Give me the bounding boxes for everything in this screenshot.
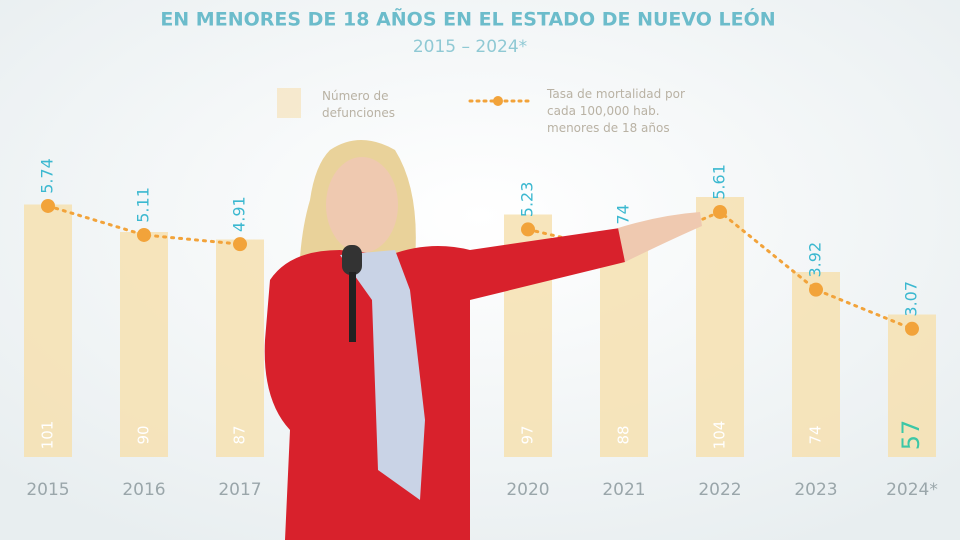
rate-point — [521, 222, 535, 237]
bar-value-label: 101 — [39, 421, 57, 450]
rate-point — [233, 237, 247, 252]
x-tick-label: 2020 — [506, 480, 549, 500]
bar-value-label: 88 — [615, 425, 633, 444]
rate-value-label: 4.91 — [230, 196, 249, 232]
bar — [888, 314, 936, 457]
legend-label: Tasa de mortalidad por cada 100,000 hab.… — [547, 87, 685, 135]
rate-point — [905, 321, 919, 336]
x-tick-label: 2016 — [122, 480, 165, 500]
legend-swatch — [493, 96, 503, 106]
x-tick-label: 2021 — [602, 480, 645, 500]
legend-label: Número de defunciones — [322, 89, 395, 120]
rate-point — [809, 282, 823, 297]
rate-point — [137, 227, 151, 242]
bar — [792, 272, 840, 457]
bar — [120, 232, 168, 457]
rate-value-label: 5.74 — [38, 158, 57, 194]
bar-value-label: 104 — [711, 421, 729, 450]
bar-value-label: 97 — [519, 425, 537, 444]
presenter — [264, 140, 702, 540]
rate-point — [713, 204, 727, 219]
bar — [696, 197, 744, 457]
x-tick-label: 2023 — [794, 480, 837, 500]
rate-value-label: 3.92 — [806, 242, 825, 278]
rate-value-label: 3.07 — [902, 281, 921, 317]
bar-value-label: 74 — [807, 425, 825, 444]
rate-value-label: 5.23 — [518, 182, 537, 218]
bar — [24, 204, 72, 457]
chart-subtitle: 2015 – 2024* — [413, 37, 527, 57]
bar — [216, 239, 264, 457]
bar-value-label: 90 — [135, 425, 153, 444]
chart-title: EN MENORES DE 18 AÑOS EN EL ESTADO DE NU… — [160, 7, 775, 31]
rate-value-label: 5.11 — [134, 187, 153, 223]
x-tick-label: 2022 — [698, 480, 741, 500]
x-tick-label: 2017 — [218, 480, 261, 500]
bar — [600, 237, 648, 457]
bar-value-label: 87 — [231, 425, 249, 444]
plot: 2015 2016 2017 2020 2021 2022 2023 2024* 101 90 87… — [24, 158, 938, 500]
x-tick-label: 2024* — [886, 480, 938, 500]
rate-point — [41, 198, 55, 213]
rate-value-label: 5.61 — [710, 164, 729, 200]
x-tick-label: 2015 — [26, 480, 69, 500]
bar-value-label: 57 — [897, 420, 925, 451]
legend-swatch — [277, 88, 301, 118]
